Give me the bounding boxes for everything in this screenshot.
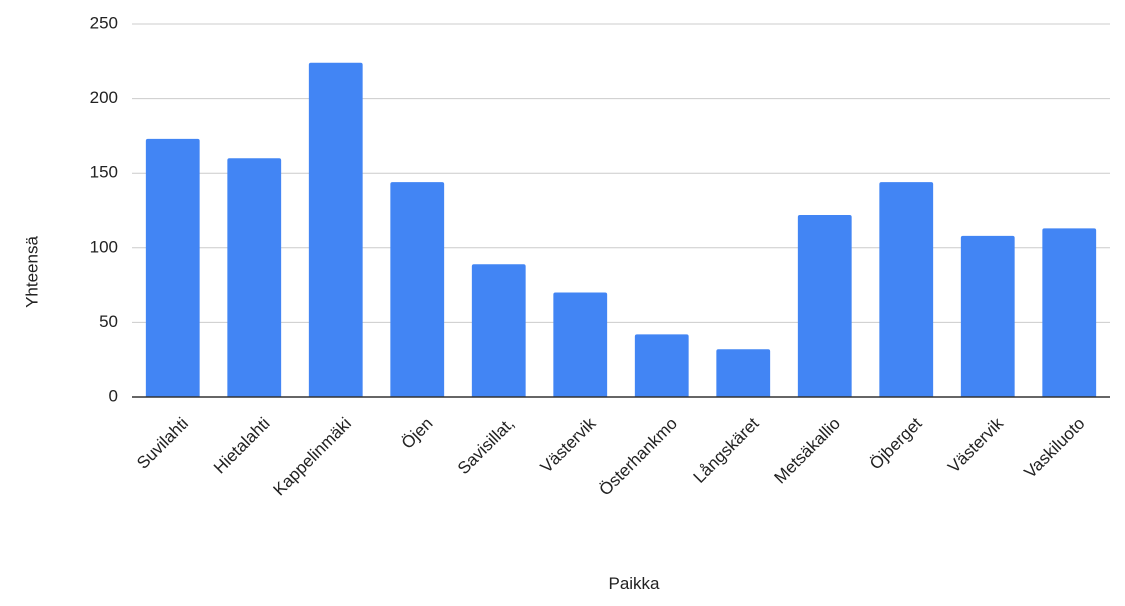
bars bbox=[145, 62, 1097, 398]
bar bbox=[390, 182, 445, 397]
y-tick-labels: 0 50 100 150 200 250 bbox=[90, 13, 118, 405]
y-tick-label: 100 bbox=[90, 237, 118, 256]
x-tick-label: Öjberget bbox=[866, 414, 926, 474]
bar bbox=[227, 158, 282, 397]
bar bbox=[716, 349, 771, 397]
bar bbox=[145, 138, 200, 397]
bar bbox=[1042, 228, 1097, 397]
y-tick-label: 0 bbox=[109, 386, 118, 405]
bar bbox=[471, 264, 526, 397]
x-tick-label: Västervik bbox=[537, 414, 600, 477]
x-tick-label: Suvilahti bbox=[133, 414, 192, 473]
x-tick-label: Vaskiluoto bbox=[1021, 414, 1089, 482]
bar bbox=[634, 334, 689, 397]
x-tick-label: Hietalahti bbox=[210, 414, 274, 478]
bar bbox=[308, 62, 363, 398]
x-tick-label: Öjen bbox=[398, 414, 437, 453]
y-tick-label: 250 bbox=[90, 13, 118, 32]
x-axis-title: Paikka bbox=[608, 574, 660, 593]
x-tick-label: Kappelinmäki bbox=[269, 414, 355, 500]
bar bbox=[797, 214, 852, 397]
x-tick-label: Metsäkallio bbox=[770, 414, 844, 488]
x-tick-label: Västervik bbox=[944, 414, 1007, 477]
gridlines bbox=[132, 23, 1110, 323]
x-tick-label: Österhankmo bbox=[595, 414, 681, 500]
bar bbox=[960, 235, 1015, 397]
y-axis-title: Yhteensä bbox=[22, 236, 41, 308]
y-tick-label: 50 bbox=[99, 312, 118, 331]
bar bbox=[553, 292, 608, 397]
y-tick-label: 150 bbox=[90, 163, 118, 182]
y-tick-label: 200 bbox=[90, 88, 118, 107]
x-tick-label: Savisillat, bbox=[454, 414, 518, 478]
x-tick-label: Långskäret bbox=[690, 414, 763, 487]
bar bbox=[879, 182, 934, 397]
